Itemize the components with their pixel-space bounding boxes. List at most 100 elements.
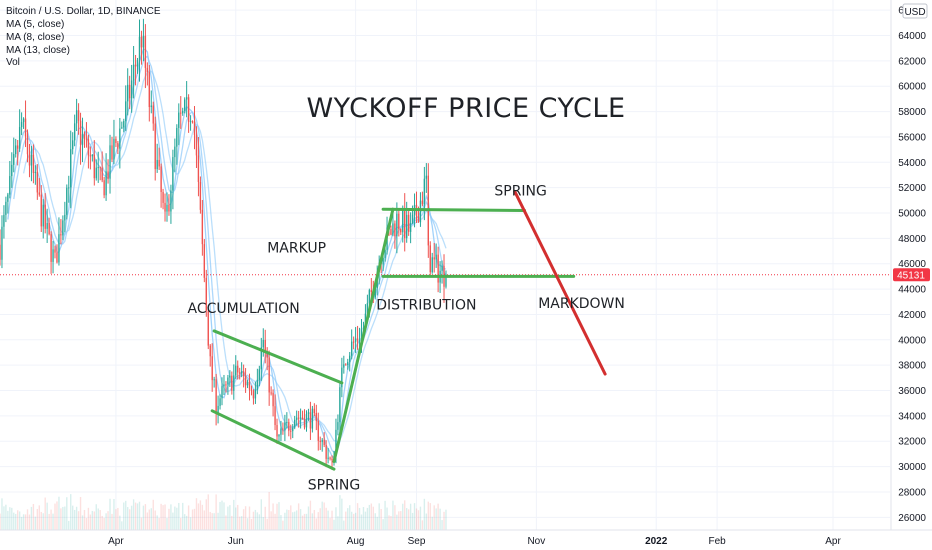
volume-bar [187, 505, 190, 530]
markup-line[interactable] [332, 207, 395, 464]
y-tick-label: 32000 [898, 437, 926, 448]
volume-bar [11, 507, 13, 530]
candle-body [425, 175, 428, 179]
candle-body [350, 341, 353, 356]
last-price-tag-background [893, 268, 930, 282]
candle-body [417, 216, 420, 223]
candle-body [268, 357, 270, 393]
volume-bar [227, 506, 229, 530]
candle-body [158, 159, 160, 167]
candle-body [235, 365, 237, 376]
candle-body [132, 64, 135, 81]
volume-bar [290, 505, 292, 530]
volume-bar [441, 520, 443, 530]
candle-body [191, 121, 194, 123]
y-tick-label: 28000 [898, 487, 926, 498]
volume-bar [185, 515, 188, 530]
volume-bar [284, 512, 286, 530]
candle-body [174, 146, 176, 158]
candle-body [321, 439, 323, 443]
candle-body [182, 110, 184, 114]
ma-line-8 [13, 55, 447, 454]
candle-body [421, 200, 424, 205]
volume-bar [99, 510, 101, 530]
accumulation-lower-line[interactable] [210, 409, 336, 471]
volume-bar [260, 499, 262, 530]
drawings[interactable] [210, 189, 607, 471]
candle-body [223, 384, 225, 387]
volume-bar [174, 506, 176, 530]
volume-bar [160, 503, 162, 530]
candle-body [335, 429, 337, 457]
volume-bar [221, 500, 223, 530]
candle-body [11, 164, 13, 177]
candle-body [404, 210, 406, 239]
volume-bar [115, 509, 117, 530]
candle-body [366, 303, 369, 314]
volume-bar [250, 518, 253, 530]
price-axis[interactable]: 26000 28000 30000 32000 34000 36000 38000 40000… [890, 0, 932, 530]
volume-bar [235, 507, 237, 530]
candle-body [211, 356, 213, 381]
candle-body [276, 425, 278, 437]
candle-body [307, 412, 310, 415]
volume-bar [156, 515, 158, 530]
volume-bar [354, 512, 357, 530]
candle-body [358, 340, 361, 342]
volume-bar [431, 516, 433, 530]
y-tick-label: 38000 [898, 361, 926, 372]
volume-bar [191, 509, 194, 530]
candle-body [392, 223, 394, 235]
volume-bar [347, 508, 349, 530]
y-tick-label: 40000 [898, 335, 926, 346]
volume-bar [266, 518, 268, 530]
volume-bar [339, 495, 341, 530]
accumulation-upper-line[interactable] [212, 329, 344, 385]
candle-body [162, 191, 164, 203]
candle-body [396, 213, 398, 237]
markdown-line[interactable] [513, 189, 607, 376]
candle-body [362, 327, 365, 329]
currency-button[interactable]: USD [902, 3, 928, 19]
volume-bar [413, 503, 416, 530]
volume-bar [286, 509, 288, 530]
volume-bar [276, 503, 278, 530]
candle-body [341, 367, 343, 388]
volume-bar [36, 508, 39, 530]
indicator-volume: Vol [6, 57, 20, 68]
candle-body [409, 223, 412, 232]
distribution-upper-line[interactable] [381, 207, 527, 212]
candle-body [72, 140, 74, 150]
volume-bar [166, 518, 168, 530]
candle-body [411, 214, 414, 224]
volume-bar [256, 512, 259, 530]
candle-body [292, 427, 294, 432]
candle-body [354, 338, 357, 342]
volume-bar [366, 507, 369, 530]
volume-bar [407, 509, 410, 530]
y-tick-label: 62000 [898, 56, 926, 67]
candle-body [325, 444, 327, 459]
currency-button-frame[interactable] [902, 3, 928, 19]
volume-bar [26, 509, 29, 530]
time-axis[interactable]: Apr Jun Aug Sep Nov 2022 Feb Apr [0, 529, 932, 550]
volume-bar [402, 503, 404, 530]
candle-body [130, 80, 133, 99]
candle-body [13, 154, 15, 165]
volume-bar [337, 516, 339, 530]
candle-body [32, 154, 35, 174]
volume-bar [217, 512, 219, 530]
candle-body [398, 213, 400, 230]
currency-button-label[interactable]: USD [904, 7, 925, 18]
volume-bar [68, 520, 70, 530]
volume-bar [130, 505, 133, 530]
candle-body [229, 375, 231, 378]
candle-body [356, 338, 359, 341]
volume-bar [352, 513, 355, 530]
candle-body [0, 244, 1, 260]
volume-bar [105, 513, 107, 530]
volume-bar [398, 511, 400, 530]
volume-bar [299, 509, 302, 530]
candle-body [233, 375, 235, 391]
